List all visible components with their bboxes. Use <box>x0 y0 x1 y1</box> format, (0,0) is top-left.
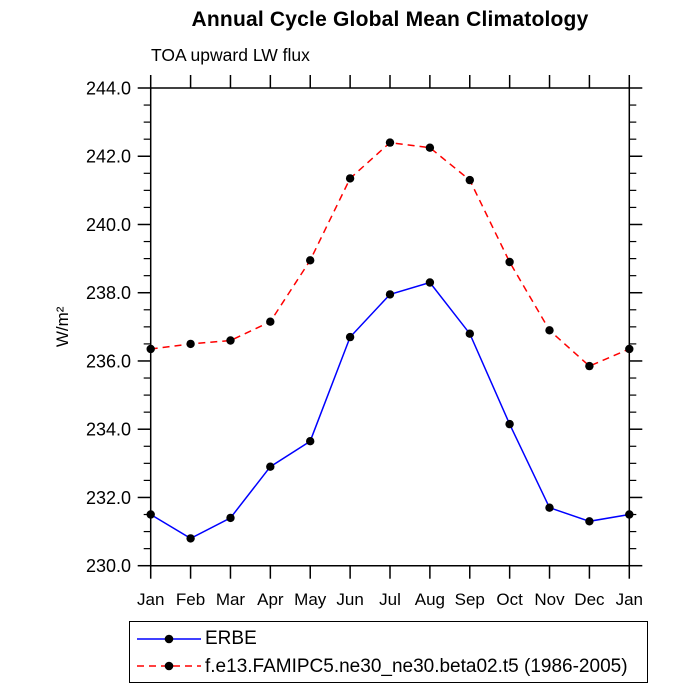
x-tick-label: Apr <box>257 590 284 609</box>
data-point-marker <box>625 344 634 354</box>
x-tick-label: Jul <box>379 590 401 609</box>
data-point-marker <box>545 326 554 335</box>
data-point-marker <box>425 278 435 287</box>
x-tick-label: Feb <box>176 590 205 609</box>
data-point-marker <box>266 317 275 326</box>
legend-line-sample-erbe <box>137 634 201 644</box>
data-point-marker <box>306 256 315 265</box>
x-tick-label: Jan <box>616 590 643 609</box>
x-tick-label: Sep <box>455 590 485 609</box>
data-point-marker <box>385 290 395 299</box>
x-tick-label: Aug <box>415 590 445 609</box>
data-point-marker <box>585 517 594 526</box>
y-tick-label: 244.0 <box>86 79 131 99</box>
data-point-marker <box>425 143 435 152</box>
y-tick-label: 234.0 <box>86 420 131 440</box>
data-point-marker <box>146 510 155 519</box>
y-tick-label: 230.0 <box>86 556 131 576</box>
legend-label-model: f.e13.FAMIPC5.ne30_ne30.beta02.t5 (1986-… <box>205 655 628 677</box>
legend-label-erbe: ERBE <box>205 628 257 650</box>
legend-item-model: f.e13.FAMIPC5.ne30_ne30.beta02.t5 (1986-… <box>136 653 647 679</box>
y-tick-label: 232.0 <box>86 488 131 508</box>
y-tick-label: 240.0 <box>86 215 131 235</box>
legend: ERBE f.e13.FAMIPC5.ne30_ne30.beta02.t5 (… <box>129 621 648 683</box>
x-tick-label: Jun <box>336 590 363 609</box>
data-point-marker <box>186 339 195 349</box>
data-point-marker <box>146 344 155 354</box>
data-point-marker <box>226 513 235 523</box>
x-tick-label: Mar <box>216 590 246 609</box>
data-point-marker <box>625 510 634 519</box>
series-line-0 <box>150 281 630 540</box>
x-tick-label: Dec <box>574 590 605 609</box>
x-tick-label: May <box>294 590 327 609</box>
legend-marker-icon <box>164 634 174 644</box>
x-tick-label: Oct <box>496 590 523 609</box>
data-point-marker <box>505 257 514 267</box>
series-line-1 <box>150 141 630 367</box>
data-point-marker <box>306 437 315 446</box>
data-point-marker <box>226 336 235 345</box>
y-axis-label: W/m² <box>53 306 72 347</box>
data-point-marker <box>585 361 594 371</box>
data-point-marker <box>345 332 355 342</box>
data-point-marker <box>465 329 474 338</box>
data-point-marker <box>266 462 275 471</box>
data-point-marker <box>545 503 554 512</box>
data-point-marker <box>186 534 195 543</box>
chart-subtitle: TOA upward LW flux <box>151 45 310 65</box>
y-tick-label: 238.0 <box>86 283 131 303</box>
x-tick-label: Jan <box>137 590 164 609</box>
plot-frame <box>149 87 631 567</box>
data-point-marker <box>385 138 395 147</box>
chart-title: Annual Cycle Global Mean Climatology <box>191 8 589 31</box>
data-point-marker <box>465 175 474 185</box>
data-point-marker <box>345 174 355 183</box>
legend-item-erbe: ERBE <box>136 626 647 652</box>
y-tick-label: 242.0 <box>86 147 131 167</box>
legend-marker-icon <box>164 661 174 671</box>
data-point-marker <box>505 419 514 429</box>
y-tick-label: 236.0 <box>86 351 131 371</box>
legend-line-sample-model <box>137 661 201 671</box>
x-tick-label: Nov <box>534 590 565 609</box>
